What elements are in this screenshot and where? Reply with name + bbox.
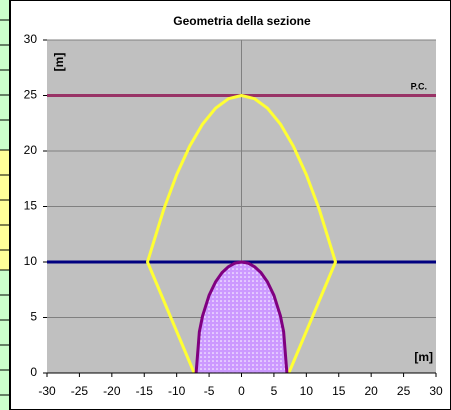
y-tick-label: 5: [30, 310, 37, 324]
annotation: P.C.: [411, 81, 427, 91]
series-line: [194, 260, 289, 374]
x-tick-label: 5: [271, 384, 278, 398]
x-tick-label: 30: [429, 384, 443, 398]
x-tick-label: -10: [168, 384, 186, 398]
y-tick-label: 25: [24, 88, 38, 102]
y-tick-label: 30: [24, 32, 38, 46]
y-tick-label: 15: [24, 199, 38, 213]
x-tick-label: 10: [300, 384, 314, 398]
series-line: [145, 94, 338, 374]
x-tick-label: -25: [71, 384, 89, 398]
y-tick-label: 0: [30, 365, 37, 379]
x-tick-label: -5: [204, 384, 215, 398]
sheet-cells: [0, 0, 10, 410]
x-axis-label: [m]: [414, 350, 433, 364]
x-tick-label: 15: [332, 384, 346, 398]
y-tick-label: 20: [24, 143, 38, 157]
cell-borders: [0, 0, 10, 410]
cell-strip: [0, 150, 10, 270]
x-tick-label: -30: [38, 384, 56, 398]
x-tick-label: -20: [103, 384, 121, 398]
y-axis-label: [m]: [52, 53, 66, 72]
x-tick-label: 25: [397, 384, 411, 398]
x-tick-label: -15: [136, 384, 154, 398]
x-tick-label: 20: [364, 384, 378, 398]
y-tick-label: 10: [24, 254, 38, 268]
chart-title: Geometria della sezione: [173, 14, 311, 28]
x-tick-label: 0: [238, 384, 245, 398]
